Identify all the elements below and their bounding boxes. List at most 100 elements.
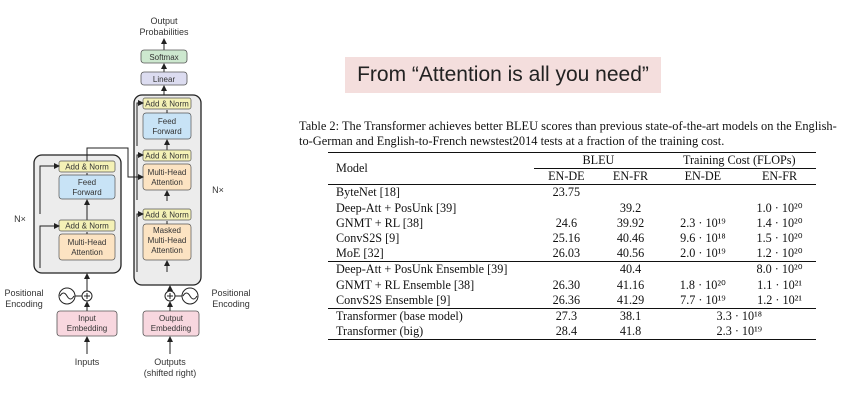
metric-cell — [598, 184, 663, 201]
feed-forward-label-2: Forward — [152, 127, 181, 136]
metric-cell: 26.30 — [552, 277, 581, 292]
attention-label: Attention — [151, 178, 183, 187]
cost-en-de-header: EN-DE — [684, 169, 722, 184]
output-probabilities-label: Output — [150, 16, 178, 26]
metric-cell: 1.4 · 10²⁰ — [756, 215, 803, 230]
multi-head-label: Multi-Head — [68, 238, 107, 247]
model-name-cell: Transformer (base model) — [328, 307, 535, 325]
bleu-results-table: Model BLEU Training Cost (FLOPs) EN-DE E… — [328, 151, 816, 341]
softmax-label: Softmax — [149, 53, 178, 62]
model-header: Model — [328, 151, 535, 185]
bleu-en-fr-header: EN-FR — [612, 169, 649, 184]
encoder-positional-label: Positional — [4, 288, 43, 298]
output-embedding-label: Output — [159, 314, 184, 323]
table-row: Transformer (base model) 27.3 38.1 3.3 · 10… — [328, 307, 816, 325]
source-banner: From “Attention is all you need” — [345, 57, 661, 93]
add-norm-label: Add & Norm — [65, 222, 109, 231]
metric-cell: 26.36 — [552, 292, 581, 307]
metric-cell: 1.0 · 10²⁰ — [756, 200, 803, 215]
metric-cell: 7.7 · 10¹⁹ — [680, 292, 726, 307]
model-name-cell: ConvS2S [9] — [336, 231, 400, 246]
metric-cell: 39.92 — [616, 215, 645, 230]
metric-cell: 41.16 — [616, 277, 645, 292]
table-caption: Table 2: The Transformer achieves better… — [299, 119, 837, 148]
table-row: GNMT + RL Ensemble [38] 26.30 41.16 1.8 · 1… — [328, 278, 816, 293]
metric-cell: 1.8 · 10²⁰ — [679, 277, 726, 292]
metric-cell: 28.4 — [534, 324, 599, 341]
table-row: ByteNet [18] 23.75 — [328, 184, 816, 201]
metric-cell — [534, 261, 599, 278]
table-row: Transformer (big) 28.4 41.8 2.3 · 10¹⁹ — [328, 324, 816, 341]
embedding-label: Embedding — [151, 324, 191, 333]
metric-cell: 1.2 · 10²⁰ — [756, 246, 803, 261]
add-norm-label: Add & Norm — [145, 152, 189, 161]
metric-cell: 40.56 — [616, 246, 645, 261]
metric-cell: 2.3 · 10¹⁹ — [680, 215, 726, 230]
add-norm-label: Add & Norm — [145, 211, 189, 220]
model-name-cell: ConvS2S Ensemble [9] — [336, 292, 451, 307]
metric-cell — [662, 261, 744, 278]
metric-cell: 24.6 — [555, 215, 578, 230]
table-row: GNMT + RL [38] 24.6 39.92 2.3 · 10¹⁹ 1.4 · 1… — [328, 216, 816, 231]
inputs-label: Inputs — [75, 357, 100, 367]
metric-cell: 23.75 — [534, 184, 599, 201]
metric-cell — [662, 184, 744, 201]
metric-cell: 1.1 · 10²¹ — [757, 277, 802, 292]
output-probabilities-label-2: Probabilities — [139, 27, 189, 37]
outputs-label: Outputs — [154, 357, 186, 367]
metric-cell — [743, 184, 816, 201]
table-row: Deep-Att + PosUnk Ensemble [39] 40.4 8.0 ·… — [328, 261, 816, 278]
multi-head-label: Multi-Head — [148, 168, 187, 177]
model-name-cell: Deep-Att + PosUnk [39] — [336, 200, 457, 215]
metric-cell: 1.2 · 10²¹ — [757, 292, 802, 307]
metric-cell: 9.6 · 10¹⁸ — [680, 231, 726, 246]
feed-forward-label: Feed — [158, 117, 176, 126]
metric-cell: 38.1 — [598, 307, 663, 325]
table-row: ConvS2S Ensemble [9] 26.36 41.29 7.7 · 10¹⁹… — [328, 293, 816, 309]
model-name-cell: Deep-Att + PosUnk Ensemble [39] — [328, 261, 535, 278]
multi-head-label: Multi-Head — [148, 236, 187, 245]
metric-cell — [663, 201, 744, 216]
outputs-shifted-label: (shifted right) — [144, 368, 197, 378]
decoder-encoding-label: Encoding — [212, 299, 250, 309]
bleu-header: BLEU — [534, 151, 663, 170]
metric-cell: 1.5 · 10²⁰ — [756, 231, 803, 246]
model-name-cell: MoE [32] — [336, 246, 384, 261]
model-name-cell: ByteNet [18] — [328, 184, 535, 201]
input-embedding-label: Input — [78, 314, 97, 323]
metric-cell: 2.0 · 10¹⁹ — [680, 246, 726, 261]
metric-cell: 27.3 — [534, 307, 599, 325]
metric-cell: 40.4 — [598, 261, 663, 278]
metric-cell — [534, 201, 598, 216]
feed-forward-label-2: Forward — [72, 188, 101, 197]
metric-cell: 26.03 — [552, 246, 581, 261]
masked-label: Masked — [153, 226, 181, 235]
attention-label: Attention — [71, 248, 103, 257]
add-norm-label: Add & Norm — [65, 163, 109, 172]
decoder-positional-label: Positional — [211, 288, 250, 298]
training-cost-header: Training Cost (FLOPs) — [662, 151, 816, 170]
feed-forward-label: Feed — [78, 178, 96, 187]
model-name-cell: GNMT + RL Ensemble [38] — [336, 277, 475, 292]
model-name-cell: Transformer (big) — [328, 324, 535, 341]
table-row: Deep-Att + PosUnk [39] 39.2 1.0 · 10²⁰ — [328, 201, 816, 216]
table-row: ConvS2S [9] 25.16 40.46 9.6 · 10¹⁸ 1.5 · 10²… — [328, 231, 816, 246]
metric-cell: 2.3 · 10¹⁹ — [662, 324, 816, 341]
encoder-nx-label: N× — [14, 214, 26, 224]
bleu-en-de-header: EN-DE — [548, 169, 585, 184]
embedding-label: Embedding — [67, 324, 107, 333]
table-row: MoE [32] 26.03 40.56 2.0 · 10¹⁹ 1.2 · 10²⁰ — [328, 246, 816, 262]
add-norm-label: Add & Norm — [145, 100, 189, 109]
attention-label: Attention — [151, 246, 183, 255]
metric-cell: 41.29 — [616, 292, 645, 307]
metric-cell: 41.8 — [598, 324, 663, 341]
metric-cell: 8.0 · 10²⁰ — [743, 261, 816, 278]
linear-label: Linear — [153, 75, 176, 84]
transformer-architecture-diagram: Output Probabilities Softmax Linear Add … — [4, 16, 250, 378]
model-name-cell: GNMT + RL [38] — [336, 215, 424, 230]
cost-en-fr-header: EN-FR — [761, 169, 798, 184]
metric-cell: 3.3 · 10¹⁸ — [662, 307, 816, 325]
metric-cell: 39.2 — [619, 200, 642, 215]
encoder-encoding-label: Encoding — [5, 299, 43, 309]
metric-cell: 40.46 — [616, 231, 645, 246]
